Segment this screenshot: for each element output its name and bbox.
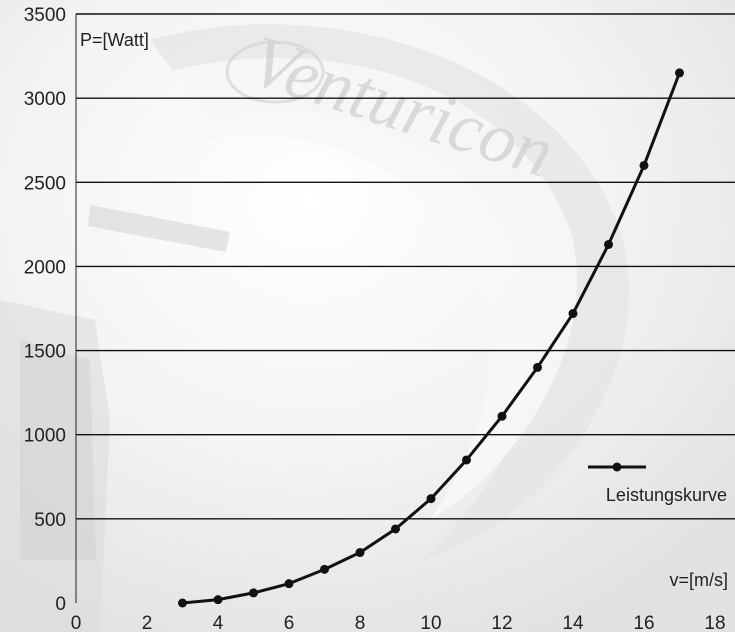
x-tick-label-2: 2 <box>142 613 153 632</box>
data-point-0-4 <box>320 564 329 574</box>
x-tick-label-0: 0 <box>71 613 82 632</box>
y-tick-label-2500: 2500 <box>24 173 66 194</box>
x-tick-label-14: 14 <box>562 613 584 632</box>
data-point-0-1 <box>213 595 223 605</box>
x-tick-label-4: 4 <box>213 613 224 632</box>
data-point-0-10 <box>533 362 542 372</box>
y-axis-ticks: 0 500 1000 1500 2000 2500 3000 3500 <box>24 5 66 615</box>
y-tick-label-1500: 1500 <box>24 342 66 363</box>
x-tick-label-18: 18 <box>704 613 725 632</box>
data-point-0-12 <box>604 240 613 250</box>
y-tick-label-3500: 3500 <box>24 5 66 26</box>
y-tick-label-500: 500 <box>34 510 66 531</box>
legend-label: Leistungskurve <box>606 485 727 505</box>
data-point-0-3 <box>284 579 294 589</box>
x-tick-label-10: 10 <box>420 613 441 632</box>
y-tick-label-2000: 2000 <box>24 257 66 278</box>
x-tick-label-8: 8 <box>355 613 366 632</box>
data-point-0-8 <box>462 455 471 465</box>
y-axis-label: P=[Watt] <box>80 30 149 50</box>
y-tick-label-0: 0 <box>55 594 66 615</box>
series-layer <box>178 68 684 608</box>
data-point-0-14 <box>675 68 684 78</box>
data-point-0-11 <box>568 309 578 319</box>
legend-marker-swatch <box>612 462 622 472</box>
watermark-swoosh <box>225 40 325 104</box>
data-point-0-0 <box>178 598 187 608</box>
data-point-0-9 <box>497 411 507 421</box>
y-tick-label-1000: 1000 <box>24 426 66 447</box>
x-tick-label-12: 12 <box>491 613 512 632</box>
data-point-0-7 <box>426 494 436 504</box>
y-tick-label-3000: 3000 <box>24 89 66 110</box>
x-tick-label-16: 16 <box>633 613 654 632</box>
data-point-0-2 <box>249 588 258 598</box>
x-tick-label-6: 6 <box>284 613 295 632</box>
legend: Leistungskurve <box>588 462 727 505</box>
data-point-0-6 <box>391 524 400 534</box>
x-axis-label: v=[m/s] <box>669 570 728 590</box>
gridlines <box>75 13 735 603</box>
data-point-0-5 <box>355 548 365 558</box>
x-axis-ticks: 0 2 4 6 8 10 12 14 16 18 <box>71 613 726 632</box>
data-point-0-13 <box>639 160 649 170</box>
